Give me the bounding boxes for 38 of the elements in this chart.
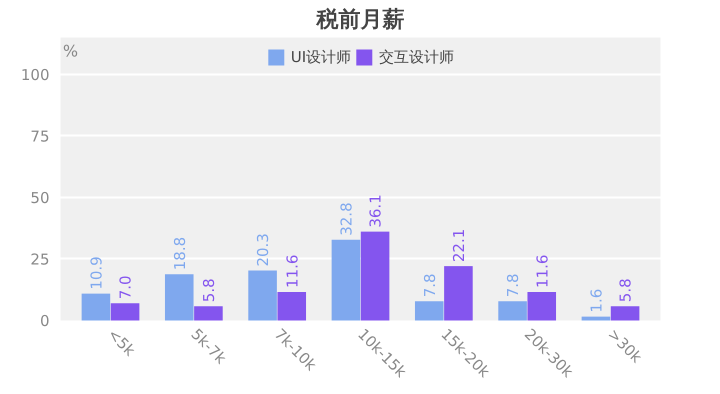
y-tick-label: 100 <box>20 66 50 84</box>
y-tick-label: 75 <box>30 127 50 146</box>
bar <box>610 306 640 320</box>
data-label: 7.8 <box>504 273 522 298</box>
data-label: 11.6 <box>533 254 552 288</box>
y-tick-label: 25 <box>30 250 50 268</box>
data-label: 36.1 <box>366 194 385 228</box>
data-label: 22.1 <box>450 228 468 262</box>
bar <box>498 301 527 320</box>
y-tick-label: 50 <box>30 188 50 207</box>
legend-label: 交互设计师 <box>379 48 454 66</box>
data-label: 5.8 <box>616 278 635 302</box>
bar <box>82 294 110 320</box>
data-label: 32.8 <box>337 202 356 236</box>
x-tick-label: <5k <box>104 325 139 360</box>
data-label: 10.9 <box>87 256 106 290</box>
data-label: 11.6 <box>283 254 302 288</box>
bar <box>248 270 277 320</box>
data-label: 5.8 <box>200 278 218 302</box>
data-label: 18.8 <box>170 236 189 270</box>
bar <box>194 306 223 320</box>
bar <box>414 301 444 320</box>
data-label: 20.3 <box>254 233 272 267</box>
y-tick-label: 0 <box>40 312 50 330</box>
legend-label: UI设计师 <box>290 48 352 66</box>
data-label: 1.6 <box>587 288 606 313</box>
bar <box>360 232 390 320</box>
chart-title: 税前月薪 <box>316 8 404 32</box>
bar <box>164 274 194 320</box>
data-label: 7.8 <box>420 273 439 298</box>
bar <box>332 240 360 320</box>
y-axis-title: % <box>62 42 78 60</box>
bar <box>582 316 610 320</box>
bar <box>277 292 306 320</box>
bar <box>444 266 473 320</box>
bar <box>527 292 556 320</box>
bar <box>110 303 140 320</box>
data-label: 7.0 <box>116 275 135 300</box>
